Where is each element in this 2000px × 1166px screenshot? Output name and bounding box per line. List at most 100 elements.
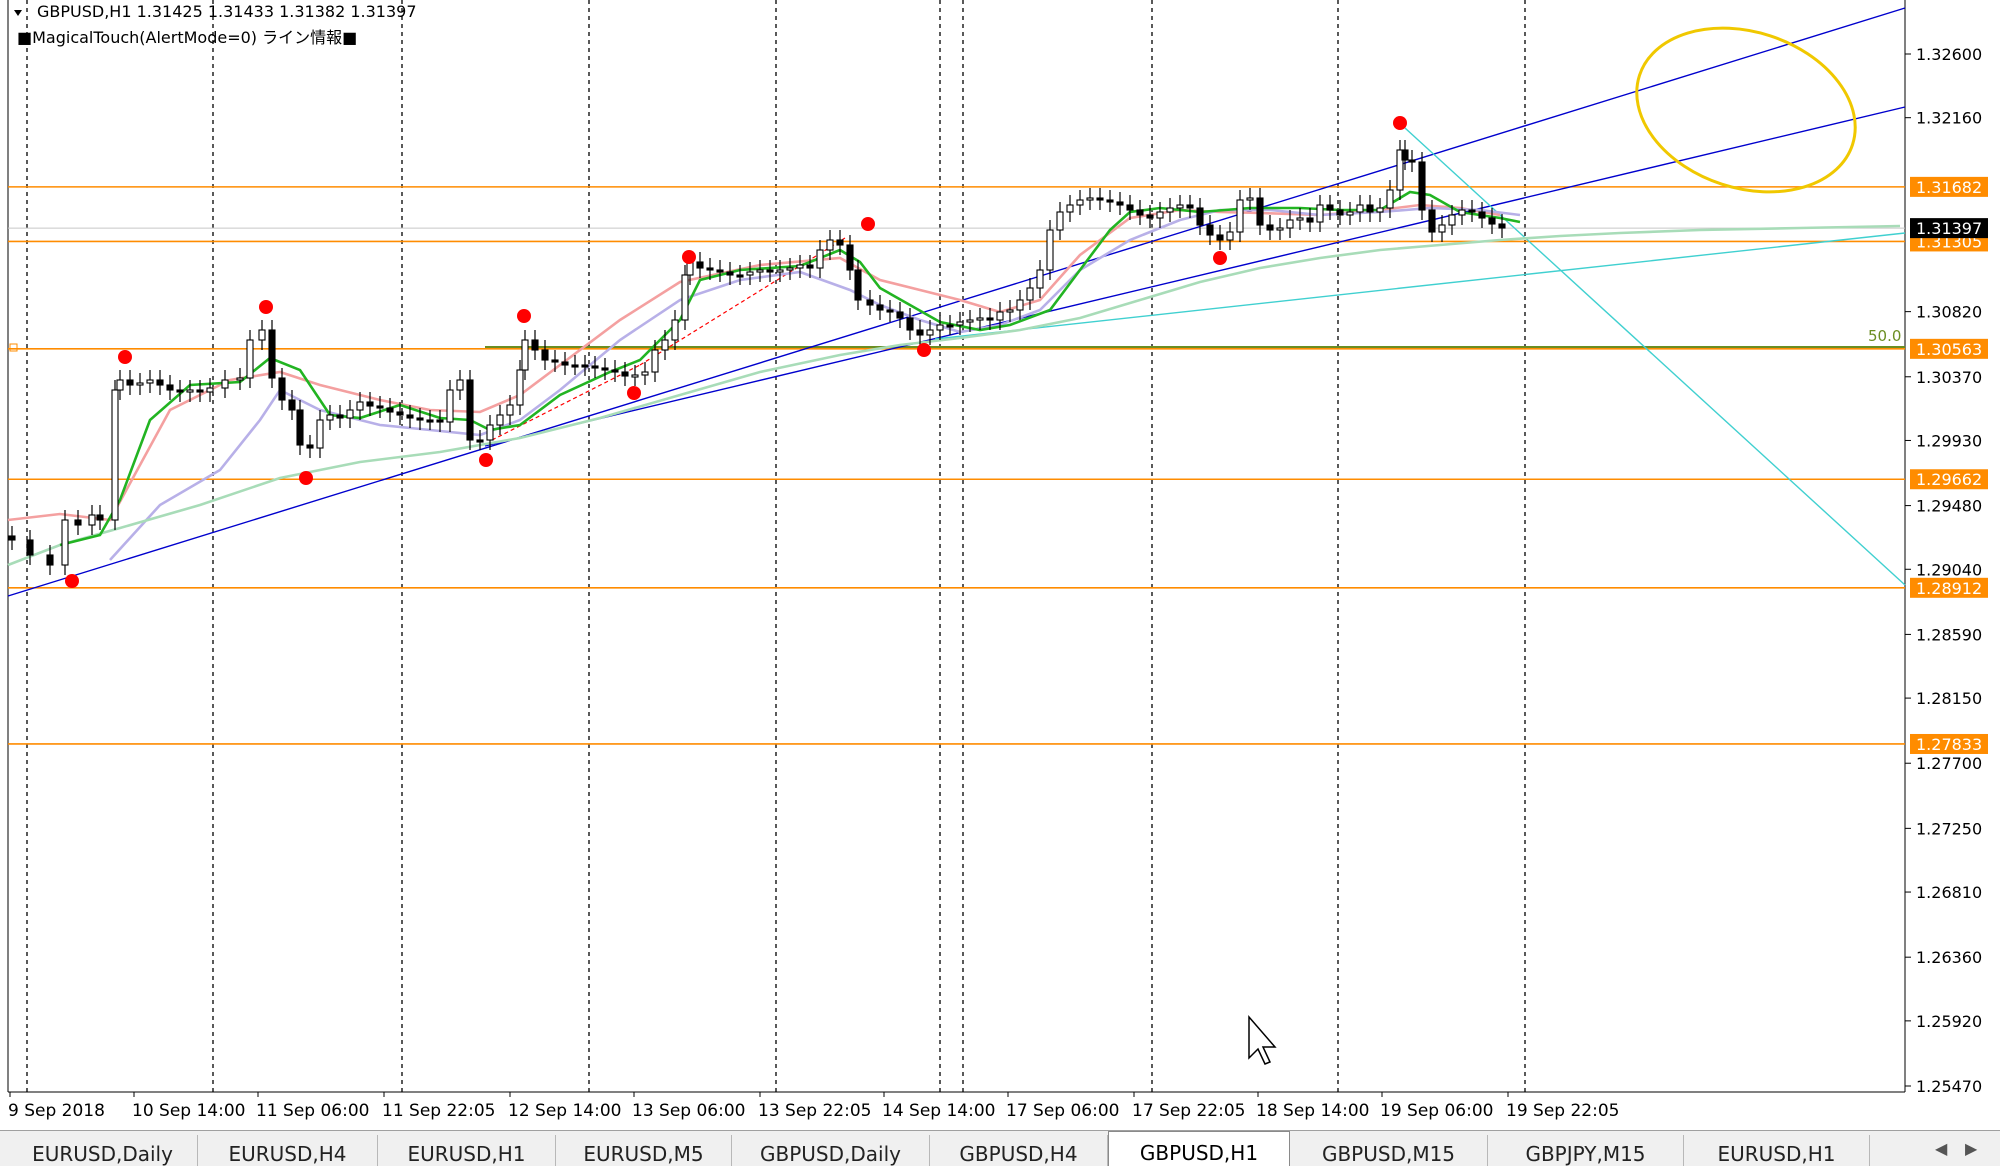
tab-eurusd-daily[interactable]: EURUSD,Daily	[8, 1135, 198, 1166]
candle	[591, 365, 599, 369]
symbol-ohlc-line: GBPUSD,H1 1.31425 1.31433 1.31382 1.3139…	[37, 2, 417, 21]
price-level-tags: 1.316821.313051.305631.296621.289121.278…	[1910, 176, 1988, 754]
candle	[116, 379, 124, 391]
candle	[906, 317, 914, 331]
candle	[416, 417, 424, 421]
horizontal-levels	[8, 186, 1905, 745]
tab-gbpusd-daily[interactable]: GBPUSD,Daily	[732, 1135, 930, 1166]
candle	[88, 514, 96, 526]
price-axis-label: 1.29040	[1916, 560, 1982, 579]
tab-eurusd-m5[interactable]: EURUSD,M5	[556, 1135, 732, 1166]
highlight-ellipse[interactable]	[1615, 1, 1876, 219]
candle	[1346, 211, 1354, 216]
tab-scroll-right-icon[interactable]: ▶	[1965, 1139, 1978, 1158]
fib-anchor-marker[interactable]	[9, 343, 18, 352]
trendline-upper-channel	[484, 106, 1906, 447]
candle	[1296, 217, 1304, 221]
tab-gbpusd-h4[interactable]: GBPUSD,H4	[930, 1135, 1108, 1166]
candle	[1498, 223, 1506, 229]
tab-eurusd-h1[interactable]: EURUSD,H1	[378, 1135, 556, 1166]
price-tag-1.28912	[1910, 577, 1988, 598]
price-axis-label: 1.25920	[1916, 1012, 1982, 1031]
candle	[876, 304, 884, 311]
trend-lines[interactable]	[7, 7, 1906, 597]
candle	[96, 514, 104, 521]
tab-eurusd-h1[interactable]: EURUSD,H1	[1684, 1135, 1870, 1166]
candle	[1106, 199, 1114, 203]
candle	[936, 324, 944, 331]
price-axis-label: 1.30370	[1916, 368, 1982, 387]
candle	[1036, 269, 1044, 289]
candle	[268, 329, 276, 379]
price-axis-label: 1.27700	[1916, 754, 1982, 773]
candle	[406, 414, 414, 419]
candle	[716, 269, 724, 273]
candle	[396, 411, 404, 416]
candle	[166, 384, 174, 391]
tab-eurusd-h4[interactable]: EURUSD,H4	[198, 1135, 378, 1166]
candle	[1448, 214, 1456, 226]
candle	[956, 321, 964, 326]
candle	[886, 309, 894, 313]
candle	[476, 439, 484, 443]
candle	[176, 389, 184, 393]
price-axis: 1.32600 1.32160 1.30820 1.30370 1.29930 1.294…	[1905, 45, 1982, 1096]
chart-menu-triangle-icon	[14, 10, 22, 16]
price-tag-1.29662	[1910, 469, 1988, 490]
swing-dot	[682, 250, 696, 264]
trendline-cyan-support	[934, 232, 1906, 340]
candle	[1086, 197, 1094, 201]
tab-gbpjpy-m15[interactable]: GBPJPY,M15	[1488, 1135, 1684, 1166]
candle	[816, 249, 824, 269]
candle	[336, 414, 344, 419]
candle	[746, 271, 754, 276]
chart-window[interactable]: 50.0 GBPUSD,H1 1.31425 1.31433 1.31382 1…	[0, 0, 2000, 1130]
candle	[278, 377, 286, 401]
candle	[661, 339, 669, 351]
candle	[1216, 234, 1224, 241]
candle	[1458, 209, 1466, 216]
candle	[26, 539, 34, 556]
candle	[1468, 209, 1476, 213]
candle	[1136, 209, 1144, 216]
chart-header: GBPUSD,H1 1.31425 1.31433 1.31382 1.3139…	[14, 2, 417, 47]
candle	[316, 419, 324, 449]
candle	[601, 367, 609, 371]
candle	[561, 361, 569, 366]
time-axis-label: 14 Sep 14:00	[882, 1101, 995, 1121]
tab-scroll-left-icon[interactable]: ◀	[1935, 1139, 1948, 1158]
candle	[1006, 309, 1014, 313]
price-tag-1.30563	[1910, 338, 1988, 359]
candle	[541, 349, 549, 361]
candle	[1246, 197, 1254, 201]
price-axis-label: 1.28150	[1916, 689, 1982, 708]
candle	[1096, 197, 1104, 201]
candle	[726, 271, 734, 276]
candle	[736, 274, 744, 278]
price-tag-1.29662-text: 1.29662	[1916, 470, 1982, 489]
candle	[651, 349, 659, 373]
candle	[1396, 149, 1404, 191]
swing-dot	[1213, 251, 1227, 265]
candle	[581, 364, 589, 368]
candle	[1266, 224, 1274, 231]
candle	[786, 267, 794, 271]
price-chart[interactable]: 50.0 GBPUSD,H1 1.31425 1.31433 1.31382 1…	[0, 0, 2000, 1130]
tab-gbpusd-h1[interactable]: GBPUSD,H1	[1108, 1131, 1290, 1166]
candle	[1256, 197, 1264, 226]
candle	[326, 414, 334, 421]
candle	[386, 407, 394, 413]
tab-gbpusd-m15[interactable]: GBPUSD,M15	[1290, 1135, 1488, 1166]
candle	[1376, 207, 1384, 213]
candle	[8, 535, 16, 541]
candle	[1356, 204, 1364, 213]
swing-point-markers	[65, 116, 1407, 588]
time-axis-label: 12 Sep 14:00	[508, 1101, 621, 1121]
time-axis-label: 13 Sep 22:05	[758, 1101, 871, 1121]
candle	[1066, 204, 1074, 213]
candle	[826, 239, 834, 251]
price-axis-label: 1.27250	[1916, 819, 1982, 838]
swing-dot	[118, 350, 132, 364]
price-tag-1.31682-text: 1.31682	[1916, 178, 1982, 197]
candle	[1126, 204, 1134, 211]
